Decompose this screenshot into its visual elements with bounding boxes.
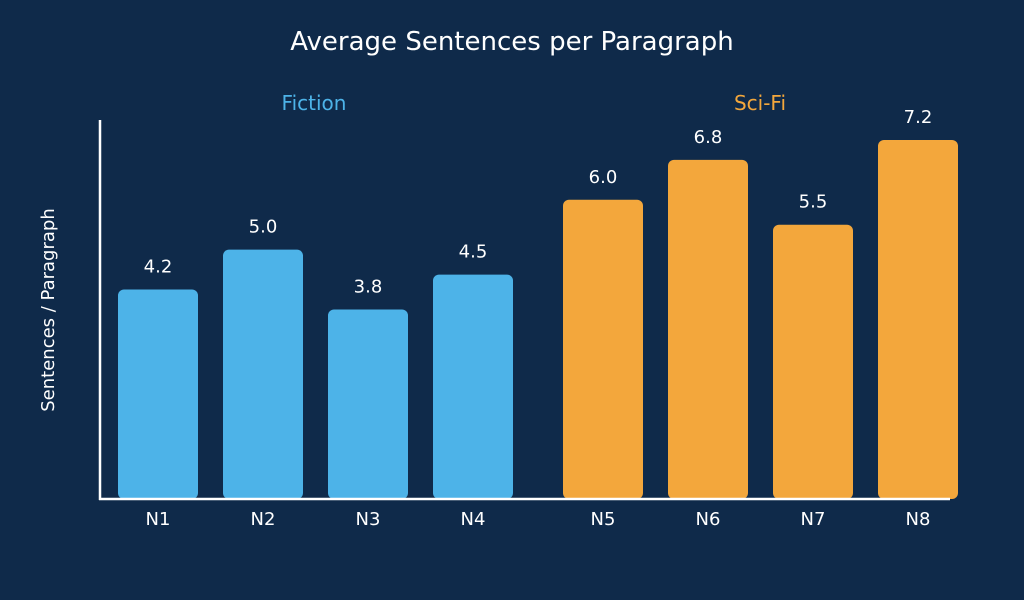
bar-n1 <box>118 289 198 499</box>
value-label-n3: 3.8 <box>354 277 383 298</box>
tick-label-n4: N4 <box>461 509 486 530</box>
bar-n2 <box>223 249 303 499</box>
tick-label-n2: N2 <box>251 509 276 530</box>
tick-label-n5: N5 <box>591 509 616 530</box>
value-label-n4: 4.5 <box>459 242 488 263</box>
value-label-n7: 5.5 <box>799 192 828 213</box>
y-axis-label: Sentences / Paragraph <box>38 208 59 412</box>
bar-n4 <box>433 274 513 499</box>
bar-n6 <box>668 159 748 500</box>
value-label-n1: 4.2 <box>144 257 173 278</box>
bar-n8 <box>878 139 958 499</box>
tick-label-n1: N1 <box>146 509 171 530</box>
tick-label-n3: N3 <box>356 509 381 530</box>
bar-n5 <box>563 199 643 499</box>
bar-n3 <box>328 309 408 499</box>
bar-n7 <box>773 224 853 499</box>
tick-label-n6: N6 <box>696 509 721 530</box>
bars-layer: 4.2 N1 5.0 N2 3.8 N3 4.5 N4 6.0 N5 6.8 N6 5.5 N7 7.2 N8 <box>118 107 958 530</box>
value-label-n8: 7.2 <box>904 107 933 128</box>
tick-label-n8: N8 <box>906 509 931 530</box>
value-label-n2: 5.0 <box>249 217 278 238</box>
value-label-n6: 6.8 <box>694 127 723 148</box>
value-label-n5: 6.0 <box>589 167 618 188</box>
tick-label-n7: N7 <box>801 509 826 530</box>
group-label-fiction: Fiction <box>282 91 347 115</box>
group-label-scifi: Sci-Fi <box>734 91 786 115</box>
chart-title: Average Sentences per Paragraph <box>290 27 733 57</box>
